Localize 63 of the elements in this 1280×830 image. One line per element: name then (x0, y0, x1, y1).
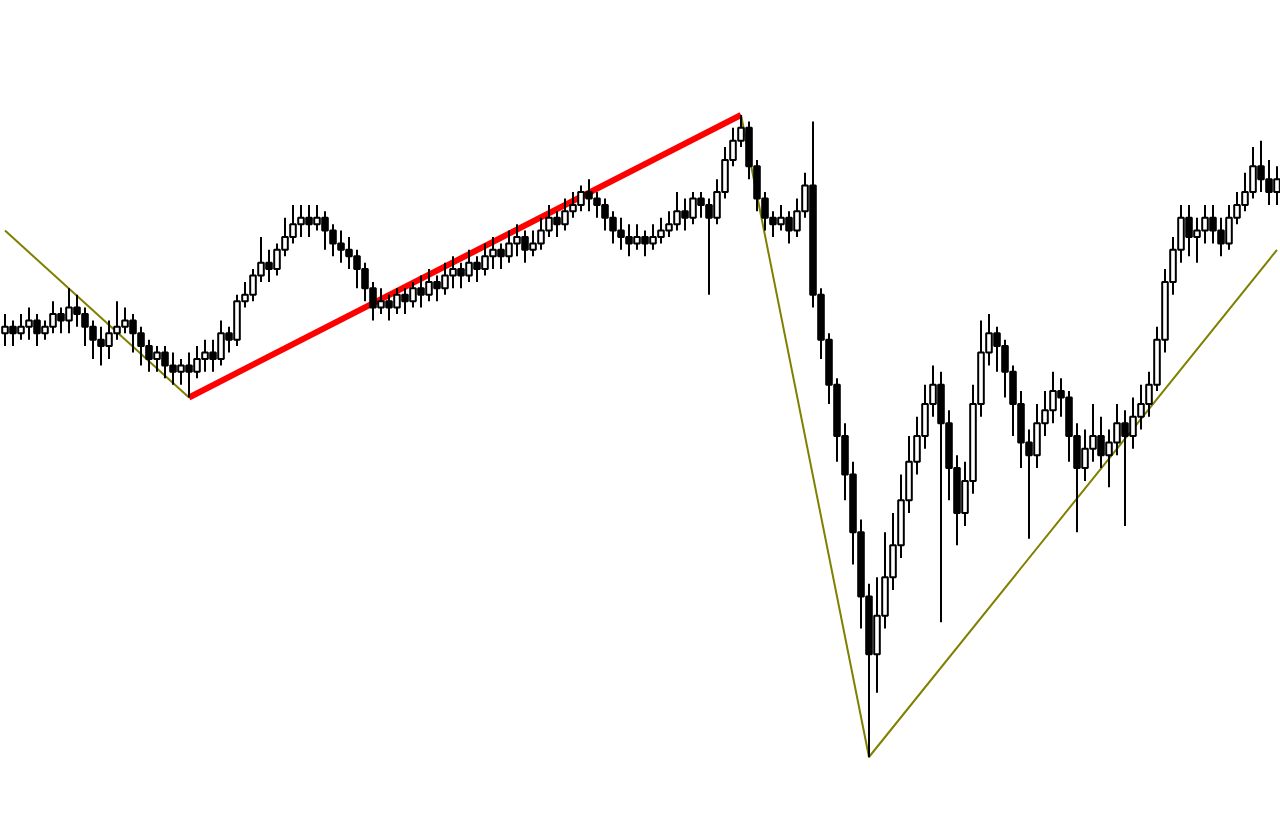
candlestick (561, 197, 569, 232)
candlestick (313, 203, 321, 232)
candlestick (937, 370, 945, 624)
candlestick (185, 351, 193, 399)
candlestick (49, 300, 57, 335)
candlestick (473, 255, 481, 283)
candlestick (65, 287, 73, 335)
candlestick (337, 229, 345, 264)
candlestick (209, 338, 217, 373)
candlestick (457, 261, 465, 290)
candlestick (449, 255, 457, 290)
candlestick (265, 248, 273, 283)
candlestick (401, 287, 409, 316)
candlestick (305, 203, 313, 238)
candlestick (633, 223, 641, 251)
candlestick (409, 280, 417, 309)
candlestick (1185, 203, 1193, 258)
candlestick (785, 210, 793, 245)
candlestick (689, 191, 697, 226)
candlestick (489, 235, 497, 271)
candlestick (321, 210, 329, 251)
candlestick (625, 223, 633, 258)
candlestick (777, 203, 785, 232)
candlestick (201, 338, 209, 373)
candlestick (657, 216, 665, 245)
candlestick (649, 223, 657, 251)
candlestick (577, 184, 585, 213)
candlestick (705, 197, 713, 296)
candlestick (161, 345, 169, 380)
candlestick (217, 319, 225, 367)
candlestick (641, 229, 649, 258)
candlestick (153, 345, 161, 373)
candlestick (505, 229, 513, 264)
candlestick (681, 197, 689, 232)
candlestick (553, 210, 561, 238)
candlestick (97, 325, 105, 367)
candlestick (25, 306, 33, 341)
candlestick (617, 216, 625, 251)
candlestick (673, 191, 681, 232)
candlestick (497, 242, 505, 271)
candlestick (585, 178, 593, 213)
candlestick (513, 223, 521, 258)
candlestick (481, 242, 489, 277)
candlestick (417, 274, 425, 309)
candlestick (385, 293, 393, 322)
candlestick (425, 268, 433, 303)
candlestick (465, 248, 473, 283)
candlestick (1121, 409, 1129, 527)
candlestick (9, 319, 17, 348)
candlestick (177, 357, 185, 386)
candlestick (1, 313, 9, 348)
candlestick (521, 229, 529, 264)
candlestick (33, 313, 41, 348)
candlestick (441, 261, 449, 296)
candlestick (377, 287, 385, 316)
candlestick (393, 287, 401, 316)
candlestick (433, 274, 441, 303)
candlestick (57, 306, 65, 335)
candlestick (121, 306, 129, 335)
candlestick (17, 313, 25, 341)
candlestick (169, 351, 177, 386)
candlestick (1273, 165, 1280, 206)
candlestick (297, 203, 305, 238)
